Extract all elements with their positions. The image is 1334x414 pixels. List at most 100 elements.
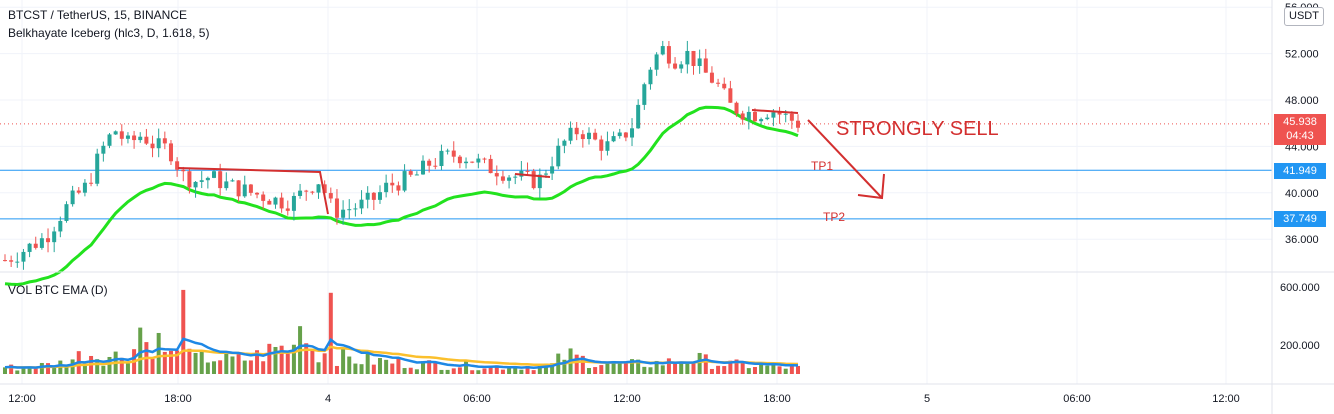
volume-bar: [648, 367, 653, 374]
iceberg-band-line: [4, 105, 799, 287]
volume-bar: [365, 353, 370, 374]
volume-bar: [248, 360, 253, 374]
candle-body: [328, 193, 333, 199]
volume-bar: [125, 363, 130, 374]
candle-body: [150, 143, 155, 149]
grid-lines: [0, 0, 1272, 384]
volume-bar: [500, 369, 505, 374]
candle-body: [322, 184, 327, 194]
volume-bar: [740, 362, 745, 374]
volume-bar: [310, 350, 315, 374]
tp2-label: TP2: [823, 210, 846, 224]
volume-bar: [660, 365, 665, 374]
candle-body: [279, 197, 284, 209]
candle-body: [550, 166, 555, 174]
time-tick-label: 18:00: [763, 393, 791, 405]
volume-bar: [15, 370, 20, 374]
volume-bar: [64, 366, 69, 374]
volume-ema-fast: [4, 337, 799, 370]
volume-bar: [334, 365, 339, 374]
candle-body: [402, 171, 407, 191]
candle-body: [636, 104, 641, 129]
sell-arrow-shaft[interactable]: [807, 119, 883, 199]
candle-body: [168, 143, 173, 162]
volume-bar: [218, 360, 223, 374]
candles: [3, 40, 800, 270]
indicator-legend: Belkhayate Iceberg (hlc3, D, 1.618, 5): [8, 26, 210, 40]
volume-bar: [771, 363, 776, 374]
candle-body: [95, 153, 100, 184]
candle-body: [660, 46, 665, 55]
volume-bar: [752, 367, 757, 374]
volume-bar: [673, 363, 678, 374]
volume-bar: [777, 366, 782, 374]
volume-bar: [279, 345, 284, 374]
candle-body: [421, 160, 426, 175]
drawn-trend-segment[interactable]: [177, 167, 329, 215]
candle-body: [21, 251, 26, 262]
candle-body: [796, 120, 800, 128]
candle-body: [464, 161, 469, 164]
volume-bar: [212, 361, 217, 374]
volume-bar: [746, 368, 751, 374]
candle-body: [562, 140, 567, 146]
candle-body: [273, 197, 278, 205]
volume-bar: [494, 365, 499, 374]
volume-bar: [599, 365, 604, 374]
candle-body: [580, 134, 585, 140]
volume-bar: [261, 361, 266, 374]
candle-body: [556, 145, 561, 167]
symbol-title: BTCST / TetherUS, 15, BINANCE: [8, 8, 187, 22]
volume-bar: [605, 363, 610, 374]
volume-bar: [476, 370, 481, 374]
volume-bar: [550, 363, 555, 374]
candle-body: [285, 208, 290, 211]
candle-body: [138, 136, 143, 141]
volume-bar: [562, 359, 567, 374]
volume-bar: [107, 356, 112, 374]
volume-bar: [703, 354, 708, 374]
volume-bar: [230, 356, 235, 374]
volume-bar: [273, 346, 278, 374]
volume-bar: [168, 350, 173, 374]
candle-body: [199, 180, 204, 182]
volume-bar: [377, 358, 382, 374]
currency-badge[interactable]: USDT: [1284, 7, 1324, 26]
candle-body: [789, 113, 794, 121]
price-tick-label: 40.000: [1285, 188, 1319, 200]
drawn-trend-segment[interactable]: [751, 109, 799, 114]
volume-bar: [470, 370, 475, 374]
volume-bar: [464, 360, 469, 374]
volume-bar: [3, 367, 7, 374]
candle-body: [193, 181, 198, 188]
sell-arrow-head[interactable]: [857, 173, 885, 200]
volume-bar: [796, 365, 800, 374]
volume-bar: [709, 368, 714, 374]
candle-body: [623, 132, 628, 138]
candle-body: [113, 131, 118, 135]
volume-bar: [21, 367, 26, 374]
drawn-trend-segment[interactable]: [514, 173, 551, 178]
candle-body: [384, 182, 389, 193]
candle-body: [70, 190, 75, 205]
volume-bar: [267, 343, 272, 374]
candle-body: [377, 192, 382, 200]
time-tick-label: 06:00: [1063, 393, 1091, 405]
candle-body: [125, 135, 130, 139]
candle-body: [255, 192, 260, 195]
volume-bar: [371, 364, 376, 374]
candle-body: [439, 150, 444, 167]
volume-bar: [513, 366, 518, 374]
volume-bar: [162, 351, 167, 374]
candle-body: [783, 113, 788, 115]
candle-body: [586, 132, 591, 140]
volume-bar: [384, 359, 389, 374]
volume-bar: [728, 360, 733, 374]
candle-body: [39, 238, 44, 248]
candle-body: [716, 82, 721, 84]
candle-body: [642, 84, 647, 105]
candle-body: [414, 174, 419, 176]
candle-body: [9, 260, 14, 262]
